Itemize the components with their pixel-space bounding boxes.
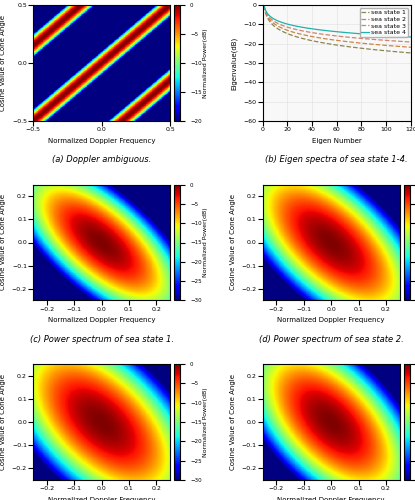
Y-axis label: Cosine Value of Cone Angle: Cosine Value of Cone Angle [0,15,6,111]
sea state 1 [403,50,408,56]
sea state 2 [363,40,368,46]
sea state 2 [301,32,306,38]
sea state 3 [403,38,408,44]
sea state 1 [261,2,266,8]
sea state 4 [261,2,266,8]
sea state 4 [301,24,306,30]
Y-axis label: Cosine Value of Cone Angle: Cosine Value of Cone Angle [230,374,236,470]
Title: (a) Doppler ambiguous.: (a) Doppler ambiguous. [52,155,151,164]
sea state 2 [378,42,383,48]
sea state 1 [378,47,383,53]
sea state 3 [292,26,297,32]
sea state 4 [408,34,413,40]
sea state 3 [261,2,266,8]
Y-axis label: Normalized Power(dB): Normalized Power(dB) [203,28,208,98]
sea state 4 [292,23,297,29]
sea state 1 [408,50,413,56]
Y-axis label: Eigenvalue(dB): Eigenvalue(dB) [231,36,238,90]
sea state 2 [261,2,266,8]
sea state 3 [343,34,348,40]
sea state 1 [292,34,297,40]
sea state 4 [343,30,348,36]
Line: sea state 2: sea state 2 [264,6,411,48]
X-axis label: Eigen Number: Eigen Number [312,138,362,143]
sea state 4 [378,32,383,38]
sea state 3 [301,28,306,34]
Title: (b) Eigen spectra of sea state 1-4.: (b) Eigen spectra of sea state 1-4. [266,155,408,164]
sea state 2 [403,44,408,50]
Y-axis label: Cosine Value of Cone Angle: Cosine Value of Cone Angle [0,374,6,470]
Line: sea state 3: sea state 3 [264,6,411,42]
Y-axis label: Normalized Power(dB): Normalized Power(dB) [203,208,208,278]
sea state 3 [378,37,383,43]
Y-axis label: Cosine Value of Cone Angle: Cosine Value of Cone Angle [0,194,6,290]
sea state 2 [343,38,348,44]
sea state 3 [408,39,413,45]
sea state 2 [292,30,297,36]
sea state 3 [363,36,368,42]
X-axis label: Normalized Doppler Frequency: Normalized Doppler Frequency [277,497,385,500]
Line: sea state 1: sea state 1 [264,6,411,53]
Y-axis label: Cosine Value of Cone Angle: Cosine Value of Cone Angle [230,194,236,290]
X-axis label: Normalized Doppler Frequency: Normalized Doppler Frequency [48,138,155,143]
X-axis label: Normalized Doppler Frequency: Normalized Doppler Frequency [48,317,155,323]
Line: sea state 4: sea state 4 [264,6,411,37]
Y-axis label: Normalized Power(dB): Normalized Power(dB) [203,388,208,457]
Title: (d) Power spectrum of sea state 2.: (d) Power spectrum of sea state 2. [259,334,403,344]
sea state 1 [363,46,368,52]
sea state 4 [403,34,408,40]
X-axis label: Normalized Doppler Frequency: Normalized Doppler Frequency [48,497,155,500]
sea state 4 [363,31,368,37]
sea state 2 [408,44,413,51]
Legend: sea state 1, sea state 2, sea state 3, sea state 4: sea state 1, sea state 2, sea state 3, s… [360,8,408,37]
X-axis label: Normalized Doppler Frequency: Normalized Doppler Frequency [277,317,385,323]
sea state 1 [343,44,348,50]
sea state 1 [301,36,306,42]
Title: (c) Power spectrum of sea state 1.: (c) Power spectrum of sea state 1. [29,334,173,344]
